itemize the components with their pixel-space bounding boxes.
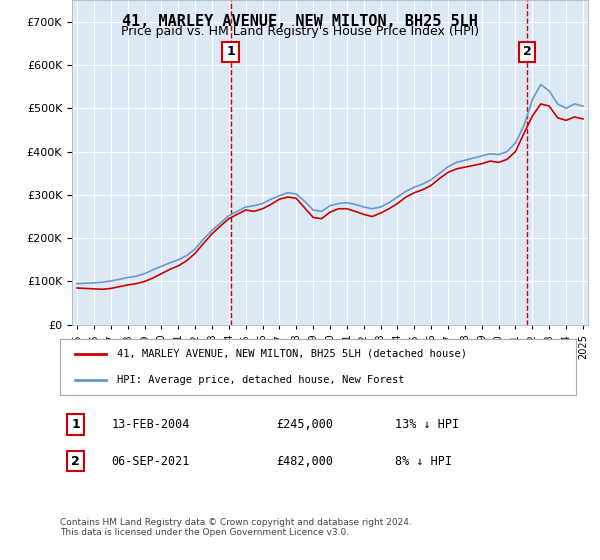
Text: 41, MARLEY AVENUE, NEW MILTON, BH25 5LH (detached house): 41, MARLEY AVENUE, NEW MILTON, BH25 5LH … [117, 349, 467, 359]
Text: 06-SEP-2021: 06-SEP-2021 [112, 455, 190, 468]
Text: 1: 1 [226, 45, 235, 58]
Text: 2: 2 [523, 45, 532, 58]
Text: 8% ↓ HPI: 8% ↓ HPI [395, 455, 452, 468]
Text: Price paid vs. HM Land Registry's House Price Index (HPI): Price paid vs. HM Land Registry's House … [121, 25, 479, 38]
Text: 13% ↓ HPI: 13% ↓ HPI [395, 418, 460, 431]
Text: HPI: Average price, detached house, New Forest: HPI: Average price, detached house, New … [117, 375, 404, 385]
Text: £482,000: £482,000 [277, 455, 334, 468]
Text: Contains HM Land Registry data © Crown copyright and database right 2024.
This d: Contains HM Land Registry data © Crown c… [60, 518, 412, 538]
Text: 1: 1 [71, 418, 80, 431]
Text: £245,000: £245,000 [277, 418, 334, 431]
Text: 2: 2 [71, 455, 80, 468]
Text: 13-FEB-2004: 13-FEB-2004 [112, 418, 190, 431]
Text: 41, MARLEY AVENUE, NEW MILTON, BH25 5LH: 41, MARLEY AVENUE, NEW MILTON, BH25 5LH [122, 14, 478, 29]
